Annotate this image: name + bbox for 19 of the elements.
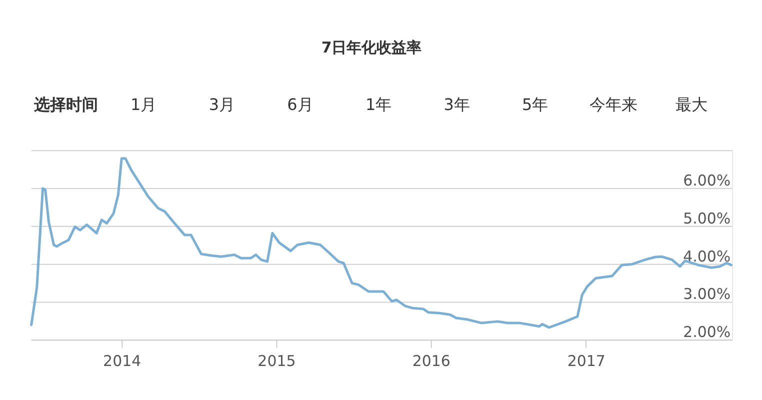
text: 1月 (130, 95, 157, 114)
y-tick-label: 2.00% (683, 323, 731, 342)
y-tick-label: 6.00% (683, 172, 731, 190)
x-tick-label: 2014 (103, 352, 142, 370)
text: 6月 (287, 95, 314, 114)
chart-title: 7日年化收益率 (321, 38, 422, 56)
text: 今年来 (589, 95, 638, 114)
text: 选择时间 (32, 95, 98, 114)
text: 最大 (676, 95, 708, 114)
y-tick-label: 5.00% (683, 209, 731, 228)
text: 5年 (522, 95, 548, 114)
text: 1年 (365, 95, 392, 114)
x-tick-label: 2015 (258, 352, 296, 370)
text: 3月 (208, 95, 235, 114)
y-tick-label: 4.00% (683, 247, 731, 266)
x-tick-label: 2016 (412, 352, 450, 370)
text: 3年 (444, 95, 470, 114)
x-tick-label: 2017 (567, 352, 606, 370)
y-tick-label: 3.00% (683, 285, 731, 304)
